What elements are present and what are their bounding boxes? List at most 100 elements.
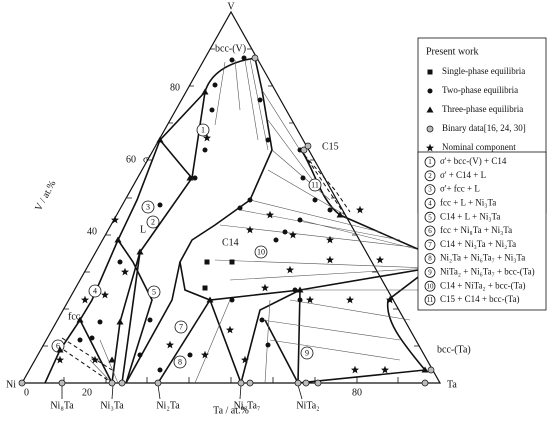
region-badge [424,239,436,251]
star-marker [201,350,209,359]
left-axis-label: V / at.% [33,179,58,213]
legend-label: C15 + C14 + bcc-(Ta) [440,294,520,304]
triangle [20,10,442,384]
compound-label: Ni₈Ta [50,400,74,411]
region-number: 8 [178,357,182,366]
phase-label: fcc [68,311,81,322]
legend-label: C14 + Ni₃Ta + Ni₂Ta [440,239,516,249]
region-badge [88,284,102,298]
bottom-tick: 80 [352,387,362,398]
star-marker [326,255,334,264]
binary-marker [58,379,66,387]
left-tick: 80 [170,82,180,93]
triangle-marker [136,248,144,255]
region-badge [147,285,161,299]
triangle-marker [186,174,194,181]
circle-marker [257,97,263,103]
circle-marker [229,57,235,63]
ticks [43,48,419,383]
binary-marker [118,379,126,387]
triangle-marker [156,136,164,143]
region-number: 4 [93,286,97,295]
legend-label: fcc + L + Ni₃Ta [440,197,496,207]
binary-marker [251,54,259,62]
binary-marker [18,379,26,387]
circle-marker [117,259,123,265]
square-marker [202,285,208,291]
square-marker [204,259,210,265]
compound-label: Ni₆Ta₇ [234,400,261,411]
region-number: 3 [146,202,150,211]
bottom-axis-label: Ta / at.% [213,405,249,416]
legend-label: NiTa₂ + Ni₆Ta₇ + bcc-(Ta) [440,266,535,276]
region-badge [308,178,322,192]
triangle-marker [426,106,434,113]
circle-marker [137,352,143,358]
triangle-marker [76,316,84,323]
left-tick: 40 [87,226,97,237]
region-badge [141,200,155,214]
circle-marker [265,137,271,143]
vertex-v: V [227,1,235,12]
circle-marker [157,367,163,373]
vertex-ta: Ta [447,379,457,390]
star-marker [346,295,354,304]
binary-marker [294,379,302,387]
region-number: 7 [179,322,183,331]
circle-marker [212,82,218,88]
star-marker [111,215,119,224]
circle-marker [192,175,198,181]
star-marker [426,143,434,152]
star-marker [326,235,334,244]
region-number: 2 [428,172,432,180]
square-marker [427,69,433,75]
region-number: 11 [311,180,319,189]
circle-marker [327,207,333,213]
region-number: 11 [427,296,434,304]
circle-marker [237,205,243,211]
binary-marker [237,379,245,387]
triangle-marker [56,346,64,353]
binary-marker [300,146,308,154]
region-number: 5 [152,287,156,296]
region-number: 4 [428,200,432,208]
legend-label: Ni₂Ta + Ni₆Ta₇ + Ni₃Ta [440,253,525,263]
star-marker [246,225,254,234]
star-marker [381,365,389,374]
triangle-marker [201,88,209,95]
region-badge [424,225,436,237]
triangle-marker [296,286,304,293]
region-badge [424,197,436,209]
circle-marker [282,229,288,235]
star-marker [261,283,269,292]
legend-label: σ'+ bcc-(V) + C14 [440,156,507,166]
binary-marker [154,379,162,387]
bottom-tick: 20 [82,387,92,398]
region-badge [424,280,436,292]
circle-marker [273,237,279,243]
legend-label: Two-phase equilibria [442,85,518,95]
legend-label: σ'+ fcc + L [440,184,480,194]
region-badge [424,253,436,265]
legend-regions: 1 σ'+ bcc-(V) + C14 2 σ' + C14 + L 3 σ'+ fcc … [417,151,547,311]
circle-marker [297,297,303,303]
star-marker [101,290,109,299]
star-marker [56,355,64,364]
region-number: 6 [428,227,432,235]
region-number: 2 [151,217,155,226]
compound-label: Ni₃Ta [100,400,124,411]
circle-marker [247,197,253,203]
region-number: 7 [428,241,432,249]
phase-label: C15 [322,141,339,152]
triangle-marker [116,318,124,325]
star-marker [166,340,174,349]
star-marker [226,325,234,334]
region-badge [424,184,436,196]
binary-marker [302,379,310,387]
circle-marker [300,175,306,181]
circle-marker [77,337,83,343]
region-badge [173,355,187,369]
region-badge [424,170,436,182]
star-marker [286,265,294,274]
region-number: 8 [428,255,432,263]
